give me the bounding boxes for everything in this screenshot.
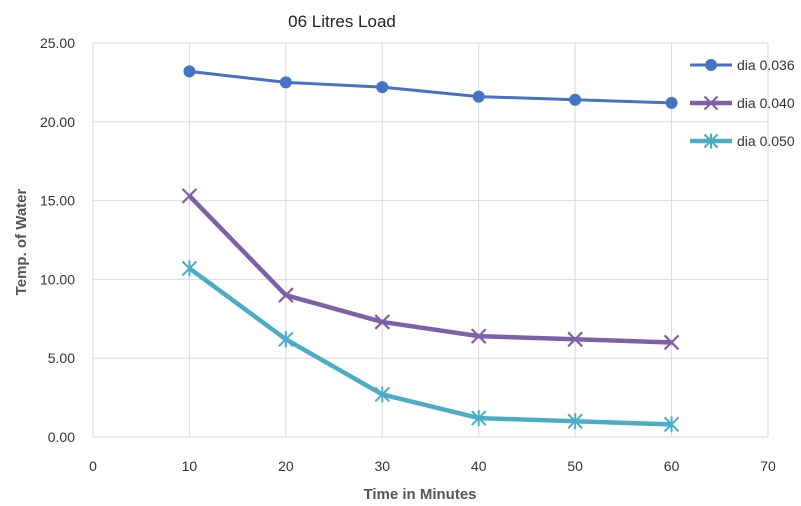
series-line: [189, 69, 672, 105]
legend-label: dia 0.036: [737, 57, 795, 73]
x-tick-label: 60: [664, 458, 680, 474]
x-tick-label: 10: [182, 458, 198, 474]
legend-marker: [705, 59, 717, 71]
y-tick-label: 15.00: [40, 193, 75, 209]
x-axis-label: Time in Minutes: [363, 486, 476, 503]
y-axis-label: Temp. of Water: [13, 189, 30, 296]
y-tick-label: 0.00: [48, 429, 75, 445]
series-group: [181, 65, 680, 433]
data-point: [567, 331, 583, 348]
legend-marker: [703, 95, 719, 111]
data-point: [183, 65, 196, 78]
series-line: [187, 194, 672, 345]
x-tick-label: 40: [471, 458, 487, 474]
data-point: [663, 416, 680, 433]
data-point: [374, 314, 391, 330]
series-line: [188, 266, 672, 427]
x-tick-label: 70: [760, 458, 776, 474]
y-tick-label: 10.00: [40, 271, 75, 287]
data-point: [278, 287, 294, 303]
x-tick-label: 20: [278, 458, 294, 474]
legend-label: dia 0.050: [737, 133, 795, 149]
data-point: [376, 81, 389, 94]
data-point: [374, 386, 390, 403]
data-point: [181, 260, 198, 277]
data-point: [278, 331, 294, 348]
axes: 0.00 5.00 10.00 15.00 20.00 25.00 0 10 20 30 40 50 6…: [40, 35, 776, 474]
x-tick-label: 0: [89, 458, 97, 474]
data-point: [569, 93, 582, 106]
legend-label: dia 0.040: [737, 95, 795, 111]
data-point: [181, 188, 198, 204]
y-tick-label: 25.00: [40, 35, 75, 51]
data-point: [567, 413, 583, 430]
chart-title: 06 Litres Load: [288, 12, 396, 31]
data-point: [470, 328, 487, 344]
legend: dia 0.036 dia 0.040 dia 0.050: [690, 57, 795, 149]
data-point: [663, 334, 680, 351]
data-point: [279, 76, 292, 89]
data-point: [471, 410, 487, 427]
x-tick-label: 30: [374, 458, 390, 474]
y-tick-label: 5.00: [48, 350, 75, 366]
data-point: [472, 90, 485, 103]
grid: [92, 42, 769, 438]
data-point: [665, 96, 678, 109]
x-tick-label: 50: [567, 458, 583, 474]
legend-marker: [703, 133, 719, 149]
y-tick-label: 20.00: [40, 114, 75, 130]
